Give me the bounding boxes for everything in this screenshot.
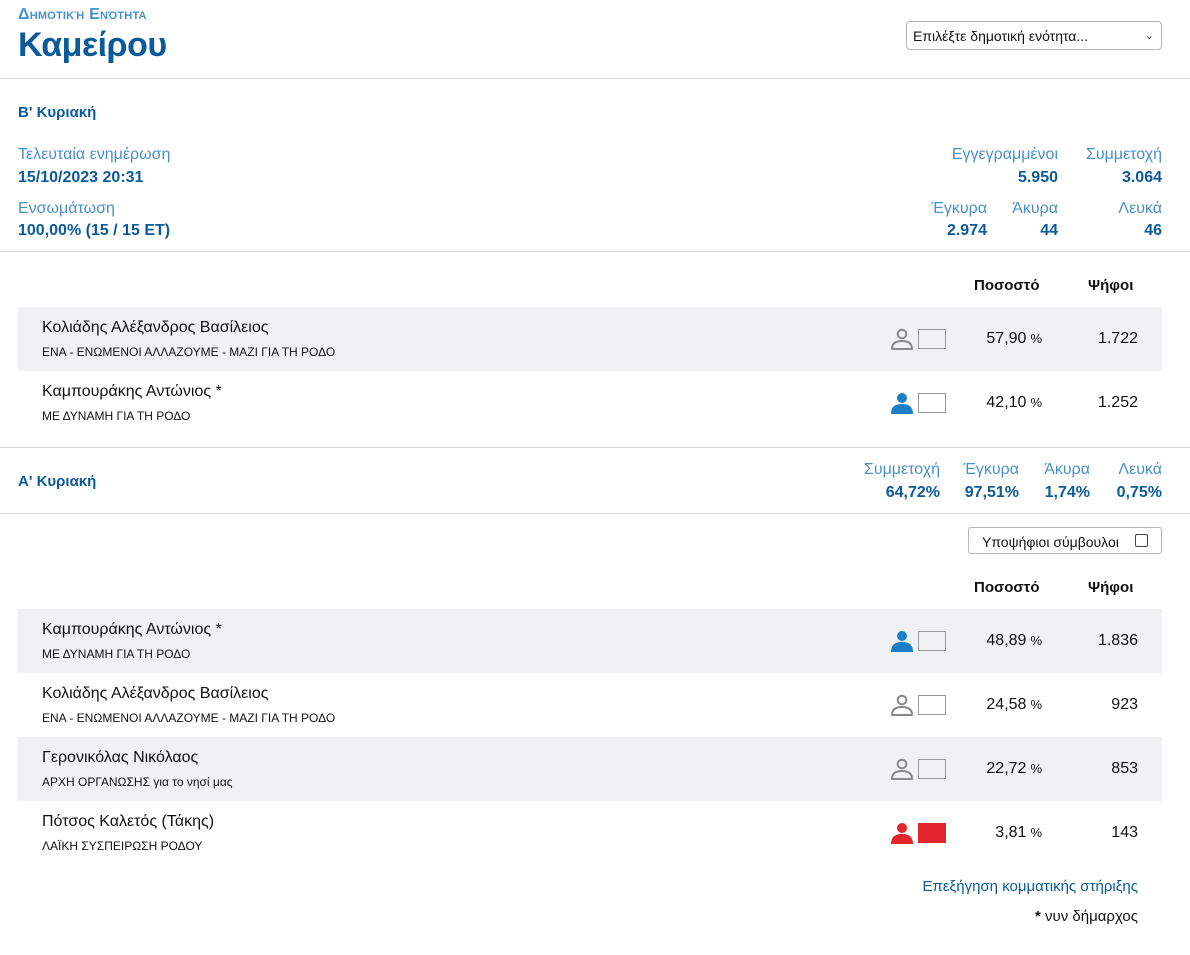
- percent-unit: %: [1030, 395, 1042, 410]
- col-header-percent: Ποσοστό: [974, 579, 1040, 596]
- a-turnout-label: Συμμετοχή: [863, 461, 940, 478]
- municipal-unit-select-value: Επιλέξτε δημοτική ενότητα...: [913, 28, 1089, 44]
- candidate-percent-value: 3,81: [995, 824, 1027, 841]
- footnote-star: *: [1035, 908, 1041, 925]
- candidate-row: Καμπουράκης Αντώνιος * ΜΕ ΔΥΝΑΜΗ ΓΙΑ ΤΗ Ρ…: [18, 609, 1162, 673]
- candidate-name: Κολιάδης Αλέξανδρος Βασίλειος: [42, 319, 269, 336]
- candidate-name: Πότσος Καλετός (Τάκης): [42, 813, 215, 830]
- a-valid-value: 97,51%: [964, 484, 1019, 501]
- footnote: * νυν δήμαρχος: [1035, 908, 1138, 925]
- candidate-party: ΛΑΪΚΗ ΣΥΣΠΕΙΡΩΣΗ ΡΟΔΟΥ: [42, 839, 203, 853]
- candidate-party: ΑΡΧΗ ΟΡΓΑΝΩΣΗΣ για το νησί μας: [42, 775, 233, 789]
- round-b-label: Β' Κυριακή: [18, 104, 97, 121]
- valid-value: 2.974: [946, 222, 987, 239]
- candidate-name: Γερονικόλας Νικόλαος: [42, 749, 199, 766]
- party-color-swatch: [918, 393, 946, 413]
- person-outline-icon: [890, 327, 914, 351]
- a-invalid-value: 1,74%: [1044, 484, 1090, 501]
- col-header-votes: Ψήφοι: [1088, 277, 1134, 294]
- blank-value: 46: [1144, 222, 1162, 239]
- round-a-label: Α' Κυριακή: [18, 473, 97, 490]
- candidate-percent: 3,81%: [958, 824, 1042, 842]
- party-color-swatch: [918, 823, 946, 843]
- checkbox-icon[interactable]: [1135, 534, 1148, 547]
- chevron-down-icon: ⌄: [1144, 30, 1154, 42]
- candidate-name: Καμπουράκης Αντώνιος *: [42, 383, 222, 400]
- party-color-swatch: [918, 329, 946, 349]
- person-outline-icon: [890, 757, 914, 781]
- person-filled-icon: [890, 821, 914, 845]
- percent-unit: %: [1030, 331, 1042, 346]
- person-filled-icon: [890, 391, 914, 415]
- turnout-value: 3.064: [1121, 169, 1162, 186]
- registered-value: 5.950: [1017, 169, 1058, 186]
- percent-unit: %: [1030, 633, 1042, 648]
- divider: [0, 251, 1190, 252]
- valid-label: Έγκυρα: [931, 200, 987, 217]
- invalid-value: 44: [1040, 222, 1058, 239]
- candidate-percent: 48,89%: [958, 632, 1042, 650]
- party-support-link[interactable]: Επεξήγηση κομματικής στήριξης: [922, 878, 1138, 895]
- page-header: Δημοτική Ενότητα Καμείρου Επιλέξτε δημοτ…: [0, 0, 1190, 79]
- last-update-label: Τελευταία ενημέρωση: [18, 146, 171, 163]
- blank-label: Λευκά: [1118, 200, 1162, 217]
- candidate-percent: 24,58%: [958, 696, 1042, 714]
- party-color-swatch: [918, 759, 946, 779]
- candidate-percent-value: 42,10: [986, 394, 1027, 411]
- registered-label: Εγγεγραμμένοι: [951, 146, 1058, 163]
- divider: [0, 513, 1190, 514]
- candidate-votes: 1.252: [1097, 394, 1138, 411]
- invalid-label: Άκυρα: [1012, 200, 1058, 217]
- a-turnout-value: 64,72%: [885, 484, 940, 501]
- percent-unit: %: [1030, 825, 1042, 840]
- col-header-votes: Ψήφοι: [1088, 579, 1134, 596]
- candidate-percent: 42,10%: [958, 394, 1042, 412]
- candidate-party: ΕΝΑ - ΕΝΩΜΕΝΟΙ ΑΛΛΑΖΟΥΜΕ - ΜΑΖΙ ΓΙΑ ΤΗ Ρ…: [42, 711, 336, 725]
- person-filled-icon: [890, 629, 914, 653]
- candidate-votes: 853: [1111, 760, 1138, 777]
- page-title: Καμείρου: [18, 26, 167, 64]
- candidate-percent: 57,90%: [958, 330, 1042, 348]
- percent-unit: %: [1030, 697, 1042, 712]
- last-update-value: 15/10/2023 20:31: [18, 169, 144, 186]
- turnout-label: Συμμετοχή: [1085, 146, 1162, 163]
- person-outline-icon: [890, 693, 914, 717]
- party-color-swatch: [918, 631, 946, 651]
- candidate-percent: 22,72%: [958, 760, 1042, 778]
- candidate-name: Καμπουράκης Αντώνιος *: [42, 621, 222, 638]
- a-invalid-label: Άκυρα: [1044, 461, 1090, 478]
- candidate-row: Πότσος Καλετός (Τάκης) ΛΑΪΚΗ ΣΥΣΠΕΙΡΩΣΗ Ρ…: [18, 801, 1162, 865]
- councillors-toggle-label: Υποψήφιοι σύμβουλοι: [982, 534, 1119, 550]
- percent-unit: %: [1030, 761, 1042, 776]
- candidate-votes: 143: [1111, 824, 1138, 841]
- candidate-percent-value: 22,72: [986, 760, 1027, 777]
- candidate-row: Κολιάδης Αλέξανδρος Βασίλειος ΕΝΑ - ΕΝΩΜΕ…: [18, 673, 1162, 737]
- page-supertitle: Δημοτική Ενότητα: [18, 6, 147, 23]
- candidate-votes: 923: [1111, 696, 1138, 713]
- integration-value: 100,00% (15 / 15 ΕΤ): [18, 222, 171, 239]
- col-header-percent: Ποσοστό: [974, 277, 1040, 294]
- candidate-row: Γερονικόλας Νικόλαος ΑΡΧΗ ΟΡΓΑΝΩΣΗΣ για τ…: [18, 737, 1162, 801]
- candidate-row: Καμπουράκης Αντώνιος * ΜΕ ΔΥΝΑΜΗ ΓΙΑ ΤΗ Ρ…: [18, 371, 1162, 435]
- candidate-votes: 1.722: [1097, 330, 1138, 347]
- candidate-party: ΕΝΑ - ΕΝΩΜΕΝΟΙ ΑΛΛΑΖΟΥΜΕ - ΜΑΖΙ ΓΙΑ ΤΗ Ρ…: [42, 345, 336, 359]
- candidate-party: ΜΕ ΔΥΝΑΜΗ ΓΙΑ ΤΗ ΡΟΔΟ: [42, 409, 191, 423]
- a-blank-label: Λευκά: [1118, 461, 1162, 478]
- municipal-unit-select[interactable]: Επιλέξτε δημοτική ενότητα... ⌄: [906, 21, 1162, 50]
- candidate-percent-value: 57,90: [986, 330, 1027, 347]
- candidate-party: ΜΕ ΔΥΝΑΜΗ ΓΙΑ ΤΗ ΡΟΔΟ: [42, 647, 191, 661]
- councillors-toggle[interactable]: Υποψήφιοι σύμβουλοι: [968, 527, 1162, 554]
- footnote-text: νυν δήμαρχος: [1045, 908, 1138, 925]
- candidate-name: Κολιάδης Αλέξανδρος Βασίλειος: [42, 685, 269, 702]
- candidate-percent-value: 24,58: [986, 696, 1027, 713]
- integration-label: Ενσωμάτωση: [18, 200, 115, 217]
- party-color-swatch: [918, 695, 946, 715]
- candidate-percent-value: 48,89: [986, 632, 1027, 649]
- a-blank-value: 0,75%: [1116, 484, 1162, 501]
- divider: [0, 447, 1190, 448]
- a-valid-label: Έγκυρα: [963, 461, 1019, 478]
- candidate-row: Κολιάδης Αλέξανδρος Βασίλειος ΕΝΑ - ΕΝΩΜΕ…: [18, 307, 1162, 371]
- candidate-votes: 1.836: [1097, 632, 1138, 649]
